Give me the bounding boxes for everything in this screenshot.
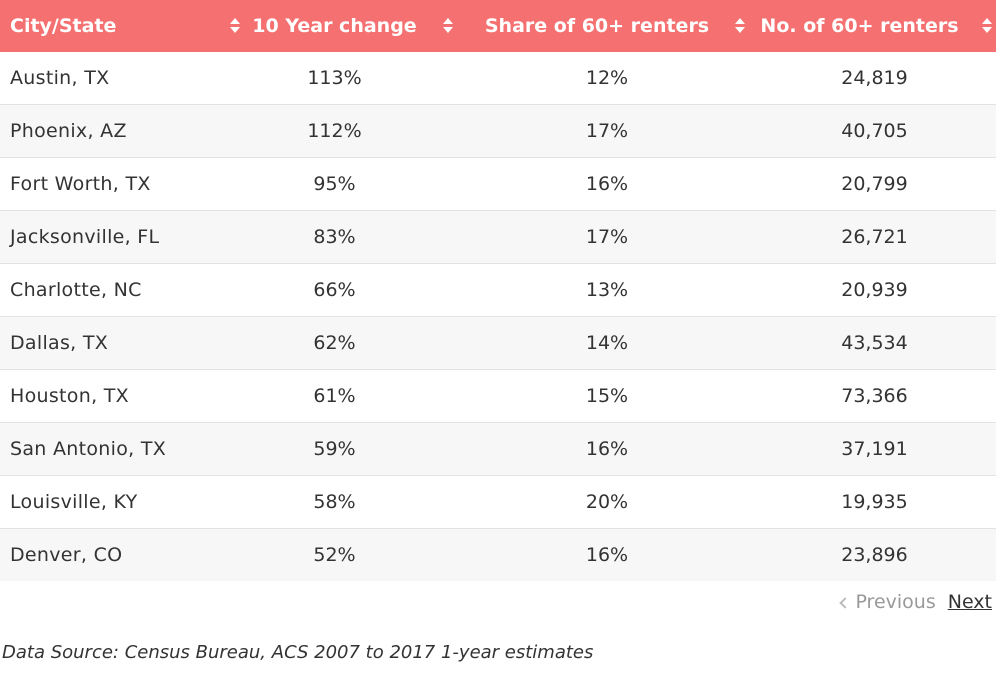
cell-no-60-renters: 20,799	[841, 173, 908, 195]
cell-city-state: Houston, TX	[10, 385, 129, 407]
cell-10-year-change: 59%	[313, 438, 356, 460]
cell-10-year-change: 66%	[313, 279, 356, 301]
next-button[interactable]: Next	[947, 591, 992, 613]
cell-share-60-renters: 12%	[585, 67, 629, 89]
cell-no-60-renters: 23,896	[841, 544, 908, 566]
column-header-label: No. of 60+ renters	[760, 15, 959, 37]
cell-share-60-renters: 16%	[585, 544, 629, 566]
cell-city-state: Fort Worth, TX	[10, 173, 151, 195]
table-row: San Antonio, TX 59% 16% 37,191	[0, 423, 996, 476]
table-row: Houston, TX 61% 15% 73,366	[0, 370, 996, 423]
sort-icon[interactable]	[735, 17, 745, 35]
table-row: Denver, CO 52% 16% 23,896	[0, 529, 996, 581]
cell-no-60-renters: 20,939	[841, 279, 908, 301]
sort-icon[interactable]	[443, 17, 453, 35]
column-header-city-state[interactable]: City/State	[0, 0, 248, 52]
cell-no-60-renters: 26,721	[841, 226, 908, 248]
cell-city-state: Denver, CO	[10, 544, 123, 566]
cell-10-year-change: 58%	[313, 491, 356, 513]
table-row: Louisville, KY 58% 20% 19,935	[0, 476, 996, 529]
cell-10-year-change: 95%	[313, 173, 356, 195]
data-table: City/State 10 Year change Share of 60+ r…	[0, 0, 996, 581]
cell-share-60-renters: 17%	[585, 226, 629, 248]
column-header-label: 10 Year change	[252, 15, 417, 37]
sort-icon[interactable]	[230, 17, 240, 35]
cell-10-year-change: 62%	[313, 332, 356, 354]
cell-city-state: Austin, TX	[10, 67, 110, 89]
cell-10-year-change: 52%	[313, 544, 356, 566]
table-row: Charlotte, NC 66% 13% 20,939	[0, 264, 996, 317]
table-row: Fort Worth, TX 95% 16% 20,799	[0, 158, 996, 211]
cell-city-state: Phoenix, AZ	[10, 120, 127, 142]
cell-city-state: San Antonio, TX	[10, 438, 167, 460]
cell-share-60-renters: 14%	[585, 332, 629, 354]
chevron-left-icon	[839, 596, 852, 609]
previous-button[interactable]: Previous	[839, 591, 936, 613]
cell-10-year-change: 83%	[313, 226, 356, 248]
cell-share-60-renters: 17%	[585, 120, 629, 142]
cell-share-60-renters: 16%	[585, 438, 629, 460]
column-header-no-60-renters[interactable]: No. of 60+ renters	[753, 0, 996, 52]
cell-city-state: Charlotte, NC	[10, 279, 142, 301]
pagination: Previous Next	[839, 588, 992, 616]
cell-10-year-change: 61%	[313, 385, 356, 407]
cell-share-60-renters: 16%	[585, 173, 629, 195]
sort-icon[interactable]	[982, 17, 992, 35]
cell-no-60-renters: 43,534	[841, 332, 908, 354]
column-header-share-60-renters[interactable]: Share of 60+ renters	[461, 0, 753, 52]
column-header-label: City/State	[10, 15, 117, 37]
cell-10-year-change: 113%	[307, 67, 362, 89]
cell-share-60-renters: 13%	[585, 279, 629, 301]
table-body: Austin, TX 113% 12% 24,819 Phoenix, AZ 1…	[0, 52, 996, 581]
cell-city-state: Jacksonville, FL	[10, 226, 160, 248]
cell-share-60-renters: 20%	[585, 491, 629, 513]
table-row: Dallas, TX 62% 14% 43,534	[0, 317, 996, 370]
cell-no-60-renters: 40,705	[841, 120, 908, 142]
table-row: Phoenix, AZ 112% 17% 40,705	[0, 105, 996, 158]
cell-10-year-change: 112%	[307, 120, 362, 142]
cell-no-60-renters: 19,935	[841, 491, 908, 513]
column-header-10-year-change[interactable]: 10 Year change	[248, 0, 461, 52]
cell-city-state: Louisville, KY	[10, 491, 138, 513]
table-header: City/State 10 Year change Share of 60+ r…	[0, 0, 996, 52]
cell-no-60-renters: 73,366	[841, 385, 908, 407]
cell-city-state: Dallas, TX	[10, 332, 109, 354]
data-source-note: Data Source: Census Bureau, ACS 2007 to …	[2, 642, 594, 663]
cell-no-60-renters: 37,191	[841, 438, 908, 460]
cell-no-60-renters: 24,819	[841, 67, 908, 89]
table-row: Jacksonville, FL 83% 17% 26,721	[0, 211, 996, 264]
cell-share-60-renters: 15%	[585, 385, 629, 407]
previous-label: Previous	[855, 591, 936, 613]
table-row: Austin, TX 113% 12% 24,819	[0, 52, 996, 105]
column-header-label: Share of 60+ renters	[484, 15, 710, 37]
